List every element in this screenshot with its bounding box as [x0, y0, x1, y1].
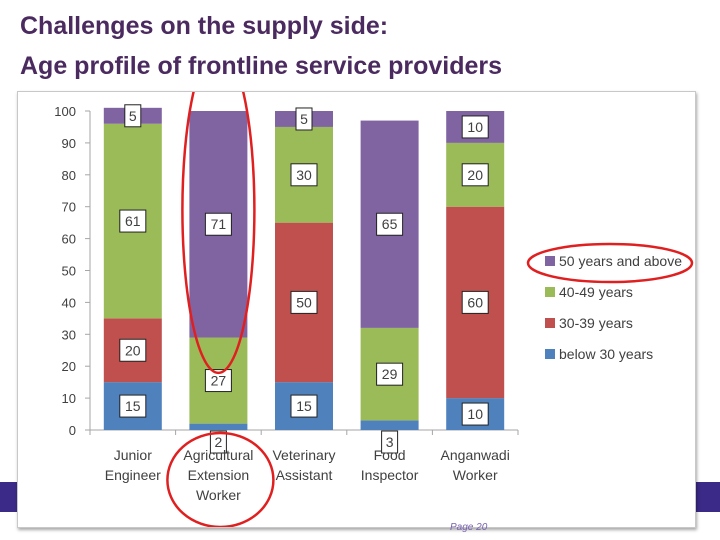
data-label: 60 — [467, 294, 483, 310]
y-tick-label: 40 — [62, 295, 76, 310]
y-tick-label: 60 — [62, 232, 76, 247]
data-label: 5 — [300, 111, 308, 127]
data-label-box — [461, 402, 489, 426]
slide-title-line1: Challenges on the supply side: — [20, 12, 389, 40]
data-label-box — [461, 163, 489, 187]
data-label: 3 — [386, 434, 394, 450]
legend-label: 30-39 years — [559, 315, 633, 331]
data-label-box — [119, 338, 147, 362]
highlight-circle-legend — [526, 242, 694, 284]
highlight-circle-bar — [181, 92, 256, 375]
category-label: Veterinary — [272, 447, 335, 463]
y-tick-label: 50 — [62, 264, 76, 279]
data-label-box — [119, 394, 147, 418]
page-number: Page 20 — [450, 522, 488, 533]
data-label-box — [124, 104, 142, 128]
legend-swatch — [545, 256, 555, 266]
data-label-box — [209, 430, 227, 454]
y-tick-label: 70 — [62, 200, 76, 215]
category-label: Junior — [114, 447, 152, 463]
category-label: Anganwadi — [441, 447, 510, 463]
data-label: 2 — [215, 434, 223, 450]
y-tick-label: 30 — [62, 327, 76, 342]
highlight-circle-category — [166, 431, 275, 527]
data-label: 20 — [467, 167, 483, 183]
data-label: 71 — [211, 216, 227, 232]
category-label: Inspector — [361, 467, 419, 483]
data-label: 29 — [382, 366, 398, 382]
category-label: Engineer — [105, 467, 161, 483]
category-label: Food — [374, 447, 406, 463]
category-label: Worker — [196, 487, 241, 503]
data-label: 20 — [125, 342, 141, 358]
data-label-box — [119, 209, 147, 233]
data-label-box — [290, 394, 318, 418]
chart-frame: 0 10 20 30 40 50 60 70 80 90 100 15 20 61 5 2 27 71 15 50 30… — [17, 91, 696, 528]
legend-swatch — [545, 318, 555, 328]
category-label: Worker — [453, 467, 498, 483]
data-label: 15 — [296, 398, 312, 414]
data-label: 30 — [296, 167, 312, 183]
data-label: 65 — [382, 216, 398, 232]
y-tick-label: 20 — [62, 359, 76, 374]
y-tick-label: 10 — [62, 391, 76, 406]
data-label: 50 — [296, 294, 312, 310]
data-label: 27 — [211, 373, 227, 389]
data-label: 15 — [125, 398, 141, 414]
data-label: 5 — [129, 108, 137, 124]
data-label-box — [376, 212, 404, 236]
data-label-box — [295, 107, 313, 131]
slide-title-line2: Age profile of frontline service provide… — [20, 52, 503, 80]
legend-swatch — [545, 287, 555, 297]
data-label-box — [376, 362, 404, 386]
data-label-box — [204, 212, 232, 236]
y-tick-label: 90 — [62, 136, 76, 151]
data-label-box — [204, 369, 232, 393]
legend-label: below 30 years — [559, 346, 653, 362]
stacked-bar-chart: 0 10 20 30 40 50 60 70 80 90 100 15 20 61 5 2 27 71 15 50 30… — [54, 92, 694, 527]
data-label-box — [381, 430, 399, 454]
category-label: Agricultural — [183, 447, 253, 463]
data-label-box — [290, 290, 318, 314]
data-label: 10 — [467, 406, 483, 422]
data-label: 10 — [467, 119, 483, 135]
legend-label: 50 years and above — [559, 253, 682, 269]
category-label: Assistant — [276, 467, 333, 483]
data-label-box — [461, 115, 489, 139]
footer-accent-bar-left — [0, 482, 18, 512]
bar-segment — [360, 420, 419, 430]
footer-accent-bar-right — [694, 482, 720, 512]
legend-swatch — [545, 349, 555, 359]
legend-label: 40-49 years — [559, 284, 633, 300]
y-tick-label: 80 — [62, 168, 76, 183]
y-tick-label: 100 — [54, 104, 76, 119]
category-label: Extension — [188, 467, 249, 483]
y-tick-label: 0 — [69, 423, 76, 438]
data-label: 61 — [125, 213, 141, 229]
bar-segment — [189, 423, 248, 430]
data-label-box — [461, 290, 489, 314]
data-label-box — [290, 163, 318, 187]
